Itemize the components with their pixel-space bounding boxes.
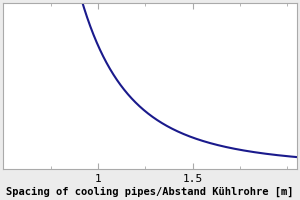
X-axis label: Spacing of cooling pipes/Abstand Kühlrohre [m]: Spacing of cooling pipes/Abstand Kühlroh…	[6, 186, 294, 197]
